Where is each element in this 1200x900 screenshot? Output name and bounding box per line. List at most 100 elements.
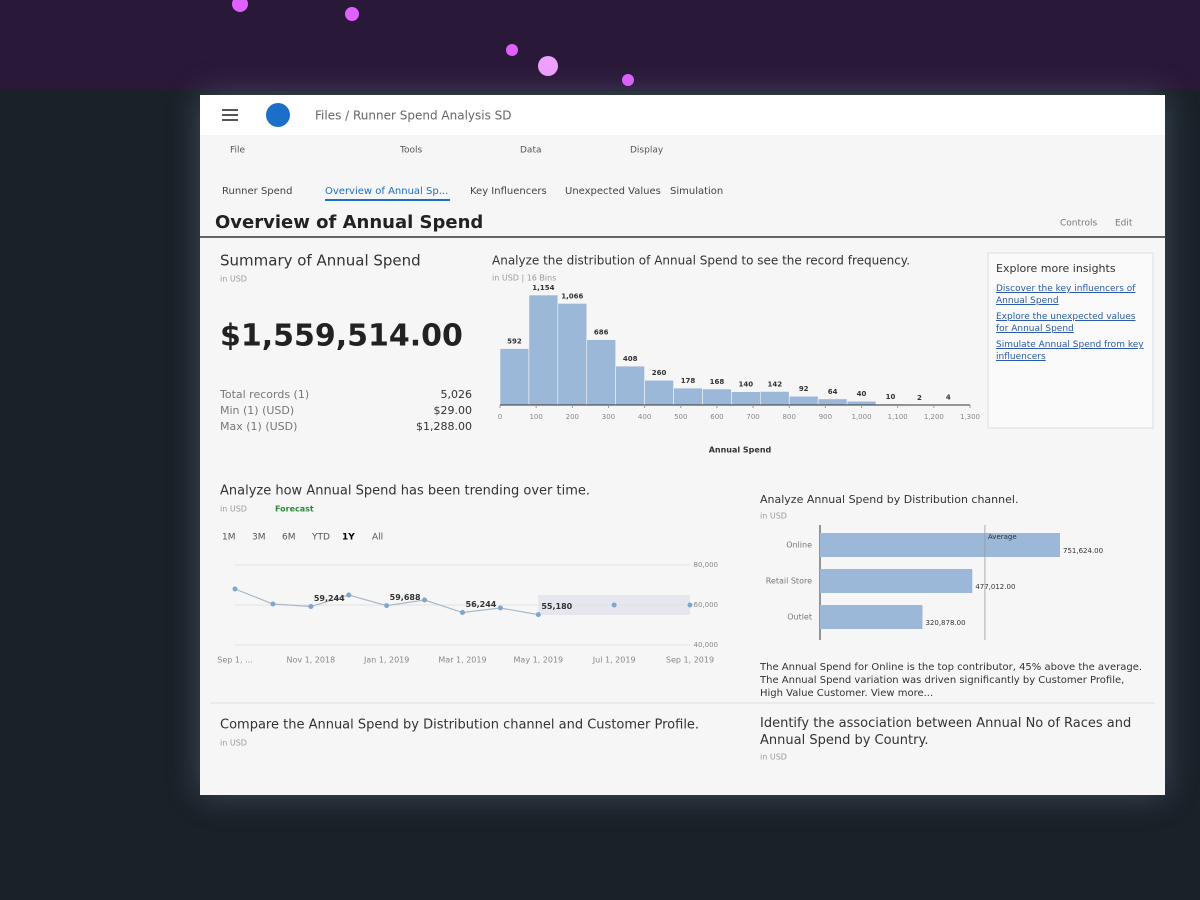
data-point: [687, 602, 693, 608]
category-label: Outlet: [787, 613, 812, 622]
insights-title: Explore more insights: [996, 262, 1116, 275]
kpi-value: $1,559,514.00: [220, 319, 463, 354]
insights-links: Discover the key influencers of Annual S…: [996, 283, 1146, 367]
data-label: 592: [507, 338, 522, 346]
section-title: Identify the association between Annual …: [760, 716, 1132, 748]
data-point: [346, 592, 352, 598]
insight-link[interactable]: Discover the key influencers of Annual S…: [996, 284, 1136, 306]
data-label: 751,624.00: [1063, 547, 1103, 555]
histogram-bar: [760, 391, 790, 406]
range-button[interactable]: 6M: [282, 533, 296, 543]
x-tick-label: 1,200: [924, 413, 944, 421]
histogram-bar: [499, 348, 530, 406]
bar: [820, 533, 1060, 557]
x-tick-label: 0: [498, 413, 502, 421]
stat-value: 5,026: [441, 388, 473, 401]
toolbar-group-label: Tools: [399, 146, 422, 156]
range-button[interactable]: YTD: [311, 533, 330, 543]
stat-label: Min (1) (USD): [220, 404, 294, 417]
shell-bar: [200, 95, 1165, 135]
data-label: 408: [623, 355, 638, 363]
data-label: 56,244: [466, 600, 497, 609]
active-tab-indicator: [325, 199, 450, 201]
data-label: 178: [681, 377, 696, 385]
edit-button[interactable]: Edit: [1115, 219, 1133, 229]
insight-link[interactable]: Explore the unexpected values for Annual…: [996, 312, 1136, 334]
stat-value: $1,288.00: [416, 420, 472, 433]
summary-unit: in USD: [220, 275, 247, 284]
data-label: 59,688: [390, 593, 421, 602]
forecast-button[interactable]: Forecast: [275, 505, 314, 514]
histogram-bar: [731, 391, 761, 406]
toolbar-group-label: Data: [520, 146, 542, 156]
x-axis-label: Annual Spend: [709, 446, 772, 455]
data-label: 59,244: [314, 594, 345, 603]
histogram-bar: [788, 395, 819, 406]
x-tick-label: Jul 1, 2019: [592, 656, 636, 665]
x-tick-label: 500: [674, 413, 687, 421]
menu-icon[interactable]: [222, 109, 238, 111]
tab[interactable]: Overview of Annual Sp...: [325, 186, 448, 197]
chart-title: Analyze the distribution of Annual Spend…: [492, 254, 910, 268]
page-title: Overview of Annual Spend: [215, 212, 483, 233]
histogram-bar: [673, 387, 703, 406]
app-canvas: Files / Runner Spend Analysis SD Overvie…: [200, 95, 1165, 762]
x-tick-label: Sep 1, ...: [217, 656, 252, 665]
data-point: [384, 603, 390, 609]
stat-value: $29.00: [434, 404, 473, 417]
data-label: 477,012.00: [975, 583, 1015, 591]
data-label: 1,066: [561, 292, 583, 300]
chart-unit: in USD: [760, 512, 787, 521]
section-unit: in USD: [760, 753, 787, 762]
chart-unit: in USD: [220, 505, 247, 514]
chart-subtitle: in USD | 16 Bins: [492, 274, 556, 283]
x-tick-label: 200: [566, 413, 579, 421]
x-tick-label: May 1, 2019: [514, 656, 564, 665]
data-point: [308, 604, 314, 610]
toolbar-group-label: Display: [630, 146, 664, 156]
data-point: [232, 586, 238, 592]
data-point: [611, 602, 617, 608]
bar: [820, 569, 973, 593]
insight-text: The Annual Spend for Online is the top c…: [760, 662, 1143, 699]
section-title: Compare the Annual Spend by Distribution…: [220, 718, 699, 733]
tab[interactable]: Key Influencers: [470, 186, 547, 197]
breadcrumb[interactable]: Files / Runner Spend Analysis SD: [315, 109, 512, 123]
x-tick-label: 1,100: [888, 413, 908, 421]
data-label: 142: [767, 380, 782, 388]
avatar[interactable]: [266, 103, 290, 127]
data-point: [460, 610, 465, 616]
x-tick-label: 100: [529, 413, 542, 421]
controls-button[interactable]: Controls: [1060, 219, 1098, 229]
range-button[interactable]: 1M: [222, 533, 236, 543]
insight-link[interactable]: Simulate Annual Spend from key influence…: [996, 340, 1144, 362]
data-label: 4: [946, 394, 951, 402]
data-label: 1,154: [532, 284, 554, 292]
x-tick-label: 900: [819, 413, 832, 421]
menu-icon: [222, 119, 238, 121]
chart-title: Analyze Annual Spend by Distribution cha…: [760, 493, 1018, 506]
range-button[interactable]: 1Y: [342, 533, 355, 543]
data-label: 40: [857, 390, 867, 398]
toolbar-group-label: File: [230, 146, 246, 156]
range-button[interactable]: All: [372, 533, 383, 543]
menu-icon: [222, 114, 238, 116]
tab[interactable]: Simulation: [670, 186, 723, 197]
x-tick-label: 700: [746, 413, 759, 421]
x-tick-label: Jan 1, 2019: [363, 656, 409, 665]
section-unit: in USD: [220, 739, 247, 748]
x-tick-label: Nov 1, 2018: [286, 656, 335, 665]
data-label: 55,180: [541, 602, 572, 611]
data-label: 92: [799, 385, 809, 393]
stat-label: Max (1) (USD): [220, 420, 297, 433]
range-button[interactable]: 3M: [252, 533, 266, 543]
data-point: [497, 605, 503, 611]
data-point: [535, 612, 541, 618]
x-tick-label: 300: [602, 413, 615, 421]
data-label: 686: [594, 329, 609, 337]
insights-box: [987, 252, 1154, 429]
histogram-bar: [644, 379, 674, 406]
tab[interactable]: Unexpected Values: [565, 186, 661, 197]
tab[interactable]: Runner Spend: [222, 186, 293, 197]
